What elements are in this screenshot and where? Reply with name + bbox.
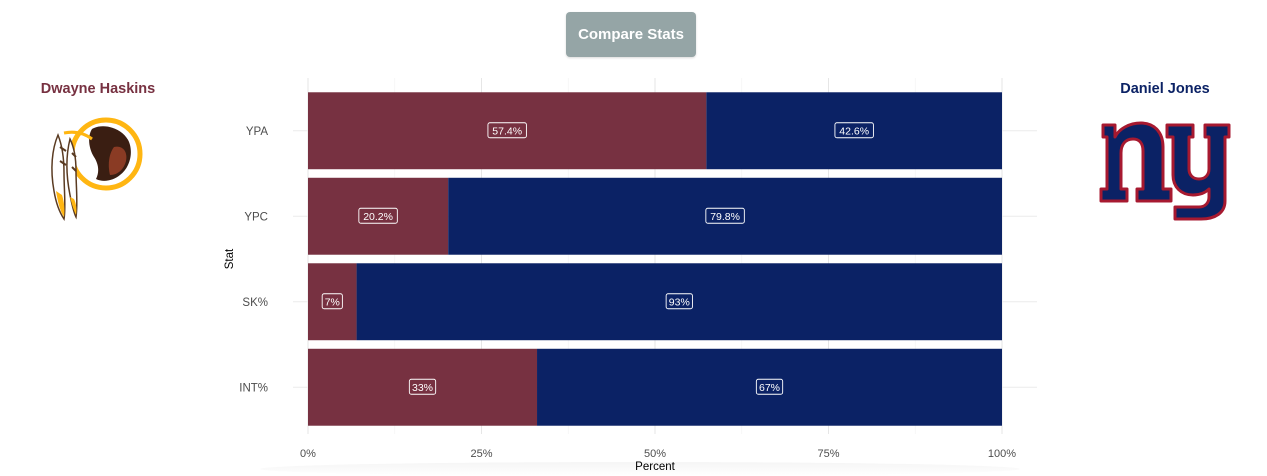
bar-ypa-left bbox=[308, 92, 707, 170]
data-label-box bbox=[358, 207, 398, 224]
bar-sk-pct-left bbox=[308, 263, 357, 341]
data-label-box bbox=[665, 293, 693, 310]
left-player-name: Dwayne Haskins bbox=[40, 81, 156, 97]
data-label-box bbox=[487, 122, 527, 139]
data-label: 57.4% bbox=[492, 126, 522, 138]
bar-int-pct-right bbox=[537, 348, 1002, 426]
x-axis-title: Percent bbox=[635, 461, 675, 473]
x-tick-label: 50% bbox=[644, 448, 666, 460]
bar-ypc-right bbox=[448, 177, 1002, 255]
giants-ny-logo bbox=[1099, 121, 1231, 221]
y-tick-label: YPC bbox=[244, 211, 268, 223]
y-tick-label: SK% bbox=[242, 297, 268, 309]
y-tick-label: INT% bbox=[239, 382, 268, 394]
x-tick-label: 100% bbox=[988, 448, 1016, 460]
redskins-logo bbox=[51, 117, 143, 221]
data-label: 93% bbox=[669, 297, 690, 309]
y-tick-label: YPA bbox=[246, 126, 268, 138]
x-tick-label: 0% bbox=[300, 448, 316, 460]
x-tick-label: 75% bbox=[817, 448, 839, 460]
bar-sk-pct-right bbox=[356, 263, 1002, 341]
bar-ypc-left bbox=[308, 177, 449, 255]
bar-ypa-right bbox=[706, 92, 1002, 170]
data-label: 20.2% bbox=[363, 211, 393, 223]
data-label: 7% bbox=[325, 297, 340, 309]
data-label: 67% bbox=[759, 382, 780, 394]
data-label-box bbox=[755, 378, 784, 395]
stat-comparison-chart: 57.4% 42.6% YPA 20.2% 79.8% YPC 7% 93% SK% 33% 67%… bbox=[224, 78, 1037, 473]
data-label-box bbox=[705, 207, 745, 224]
bar-int-pct-left bbox=[308, 348, 538, 426]
y-axis-title: Stat bbox=[224, 248, 236, 269]
plot-shadow bbox=[260, 462, 1020, 476]
data-label-box bbox=[408, 378, 437, 395]
data-label: 33% bbox=[412, 382, 433, 394]
compare-stats-button[interactable]: Compare Stats bbox=[566, 12, 696, 57]
x-tick-label: 25% bbox=[470, 448, 492, 460]
data-label-box bbox=[321, 293, 343, 310]
data-label: 42.6% bbox=[839, 126, 869, 138]
data-label-box bbox=[834, 122, 874, 139]
right-player-name: Daniel Jones bbox=[1120, 81, 1210, 97]
data-label: 79.8% bbox=[710, 211, 740, 223]
